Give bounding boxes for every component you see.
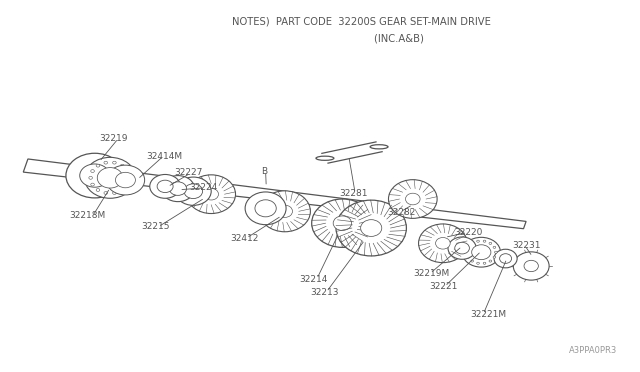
Ellipse shape xyxy=(184,184,203,199)
Ellipse shape xyxy=(333,216,351,230)
Ellipse shape xyxy=(388,180,437,218)
Text: B: B xyxy=(261,167,268,176)
Ellipse shape xyxy=(84,157,136,198)
Ellipse shape xyxy=(467,246,470,248)
Ellipse shape xyxy=(477,240,479,242)
Text: 32219M: 32219M xyxy=(413,269,449,278)
Text: 32219: 32219 xyxy=(99,134,128,143)
Ellipse shape xyxy=(312,199,373,247)
Ellipse shape xyxy=(472,245,491,260)
Ellipse shape xyxy=(455,242,469,254)
Ellipse shape xyxy=(524,260,538,272)
Ellipse shape xyxy=(483,262,486,264)
Ellipse shape xyxy=(66,153,124,198)
Ellipse shape xyxy=(89,176,92,179)
Ellipse shape xyxy=(500,254,511,263)
Ellipse shape xyxy=(361,219,381,237)
Ellipse shape xyxy=(150,174,180,198)
Ellipse shape xyxy=(471,242,474,244)
Ellipse shape xyxy=(255,200,276,217)
Ellipse shape xyxy=(113,161,116,164)
Ellipse shape xyxy=(97,167,123,188)
Ellipse shape xyxy=(483,240,486,242)
Ellipse shape xyxy=(513,252,549,280)
Ellipse shape xyxy=(489,242,492,244)
Text: 32221M: 32221M xyxy=(470,310,506,319)
Ellipse shape xyxy=(120,189,124,192)
Ellipse shape xyxy=(161,176,195,202)
Text: (INC.A&B): (INC.A&B) xyxy=(299,33,424,44)
Text: 32218M: 32218M xyxy=(69,211,106,220)
Ellipse shape xyxy=(106,165,145,195)
Ellipse shape xyxy=(120,164,124,167)
Ellipse shape xyxy=(115,172,136,188)
Ellipse shape xyxy=(91,170,94,173)
Text: 32221: 32221 xyxy=(429,282,457,291)
Text: NOTES)  PART CODE  32200S GEAR SET-MAIN DRIVE: NOTES) PART CODE 32200S GEAR SET-MAIN DR… xyxy=(232,17,491,27)
Ellipse shape xyxy=(175,177,211,205)
Ellipse shape xyxy=(477,262,479,264)
Text: 32215: 32215 xyxy=(141,222,170,231)
Text: A3PPA0PR3: A3PPA0PR3 xyxy=(570,346,618,355)
Ellipse shape xyxy=(259,191,310,232)
Text: 32227: 32227 xyxy=(174,169,202,177)
Ellipse shape xyxy=(277,205,292,217)
Ellipse shape xyxy=(448,237,476,259)
Ellipse shape xyxy=(157,180,173,193)
Ellipse shape xyxy=(126,183,129,186)
Text: 32224: 32224 xyxy=(189,183,217,192)
Polygon shape xyxy=(322,142,382,163)
Ellipse shape xyxy=(204,188,218,200)
Ellipse shape xyxy=(91,183,94,186)
Ellipse shape xyxy=(96,164,100,167)
Ellipse shape xyxy=(370,145,388,149)
Ellipse shape xyxy=(128,176,131,179)
Ellipse shape xyxy=(113,192,116,195)
Ellipse shape xyxy=(245,192,286,225)
Ellipse shape xyxy=(467,256,470,258)
Ellipse shape xyxy=(104,192,108,195)
Ellipse shape xyxy=(471,260,474,262)
Ellipse shape xyxy=(493,246,496,248)
Ellipse shape xyxy=(493,256,496,258)
Ellipse shape xyxy=(462,237,500,267)
Ellipse shape xyxy=(169,182,187,195)
Ellipse shape xyxy=(104,161,108,164)
Ellipse shape xyxy=(495,251,497,253)
Text: 32220: 32220 xyxy=(454,228,483,237)
Ellipse shape xyxy=(316,156,334,160)
Ellipse shape xyxy=(187,175,236,214)
Ellipse shape xyxy=(80,164,109,187)
Ellipse shape xyxy=(336,200,406,256)
Text: 32213: 32213 xyxy=(310,288,339,296)
Ellipse shape xyxy=(126,170,129,173)
Polygon shape xyxy=(23,159,526,229)
Ellipse shape xyxy=(96,189,100,192)
Ellipse shape xyxy=(465,251,468,253)
Ellipse shape xyxy=(494,249,517,268)
Ellipse shape xyxy=(406,193,420,205)
Ellipse shape xyxy=(419,224,467,263)
Text: 32281: 32281 xyxy=(339,189,368,198)
Text: 32414M: 32414M xyxy=(146,152,182,161)
Text: 32231: 32231 xyxy=(512,241,541,250)
Text: 32282: 32282 xyxy=(387,208,415,217)
Ellipse shape xyxy=(436,237,450,249)
Ellipse shape xyxy=(489,260,492,262)
Text: 32412: 32412 xyxy=(230,234,259,243)
Text: 32214: 32214 xyxy=(300,275,328,283)
